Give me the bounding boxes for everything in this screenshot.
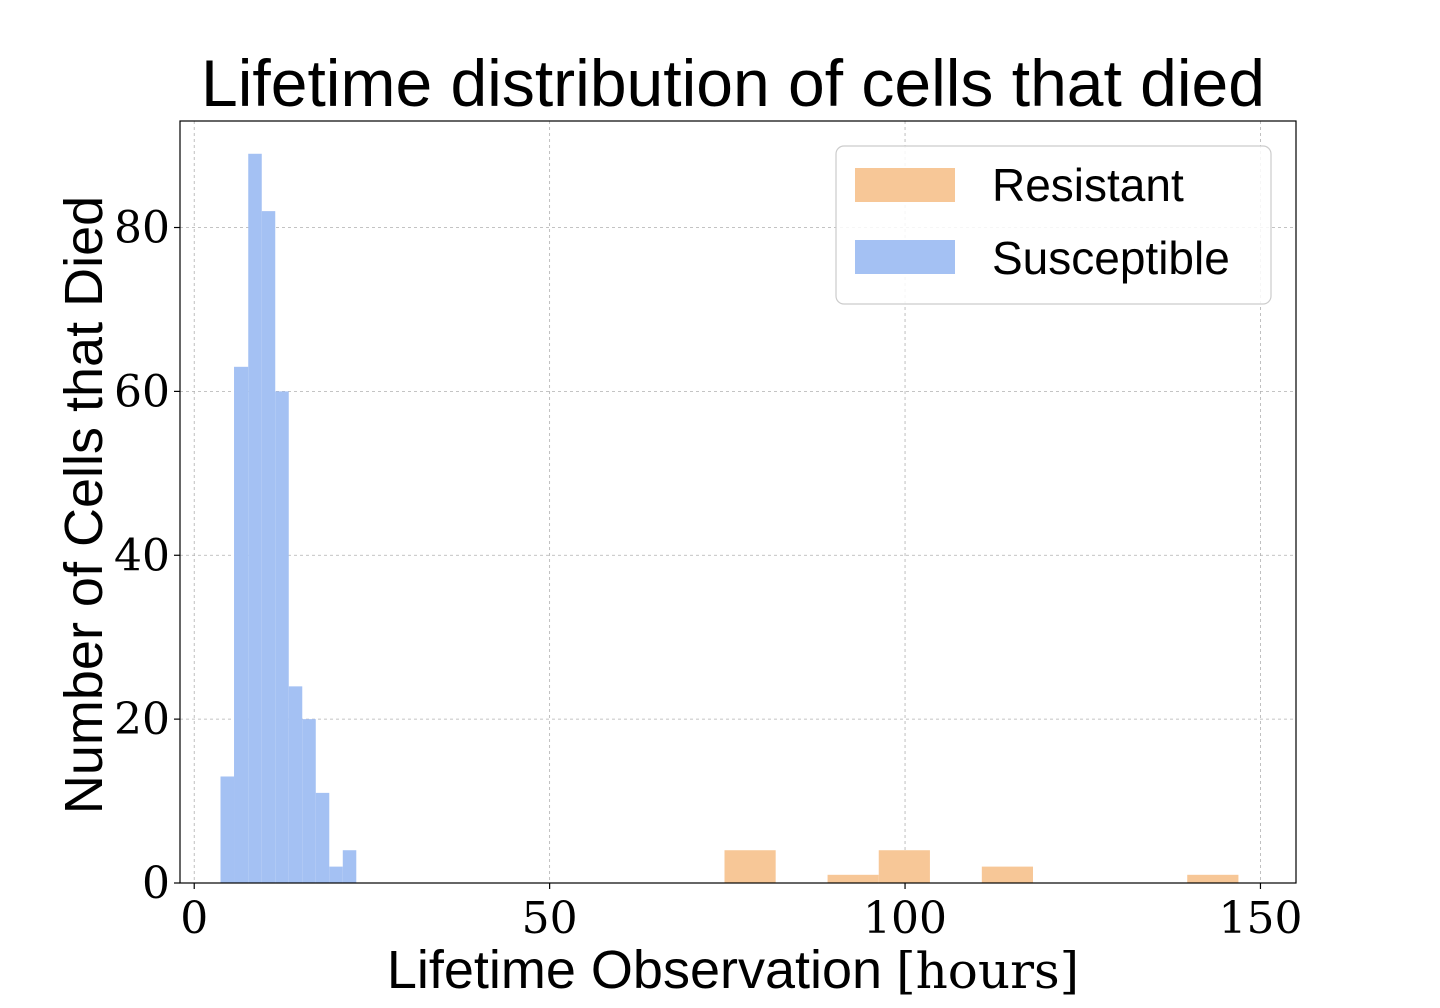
bar-susceptible	[315, 792, 330, 883]
y-axis-label: Number of Cells that Died	[54, 196, 114, 814]
bar-susceptible	[220, 776, 235, 883]
x-tick-label: 100	[863, 893, 947, 944]
bar-resistant	[724, 850, 776, 883]
bar-susceptible	[261, 211, 276, 883]
bar-resistant	[1187, 874, 1239, 883]
legend-swatch-resistant	[855, 168, 955, 202]
bar-resistant	[981, 866, 1033, 883]
x-tick-label: 50	[522, 893, 578, 944]
y-tick-label: 80	[114, 203, 170, 254]
legend-label-susceptible: Susceptible	[992, 232, 1230, 284]
y-tick-label: 60	[114, 366, 170, 417]
bar-susceptible	[234, 366, 249, 883]
y-tick-label: 20	[114, 694, 170, 745]
tick-labels: 0 50 100 150 0 20 40 60 80	[114, 203, 1302, 944]
plot-frame	[179, 120, 1297, 884]
x-tick-label: 0	[180, 893, 208, 944]
x-tick-label: 150	[1218, 893, 1302, 944]
legend-label-resistant: Resistant	[992, 159, 1184, 211]
bar-susceptible	[329, 866, 343, 883]
y-tick-label: 0	[142, 858, 170, 909]
bar-resistant	[827, 874, 879, 883]
legend-swatch-susceptible	[855, 240, 955, 274]
bar-susceptible	[288, 686, 303, 883]
x-axis-label: Lifetime Observation [hours]	[387, 940, 1079, 1000]
x-axis-unit: [hours]	[896, 942, 1079, 1000]
chart-title: Lifetime distribution of cells that died	[201, 46, 1265, 120]
bar-resistant	[878, 850, 930, 883]
bar-susceptible	[248, 153, 262, 884]
bars	[220, 153, 1239, 884]
legend: Resistant Susceptible	[835, 145, 1272, 305]
x-axis-label-text: Lifetime Observation	[387, 940, 882, 1000]
bar-susceptible	[342, 850, 357, 883]
y-tick-label: 40	[114, 530, 170, 581]
bar-susceptible	[302, 719, 316, 883]
bar-susceptible	[275, 391, 289, 883]
